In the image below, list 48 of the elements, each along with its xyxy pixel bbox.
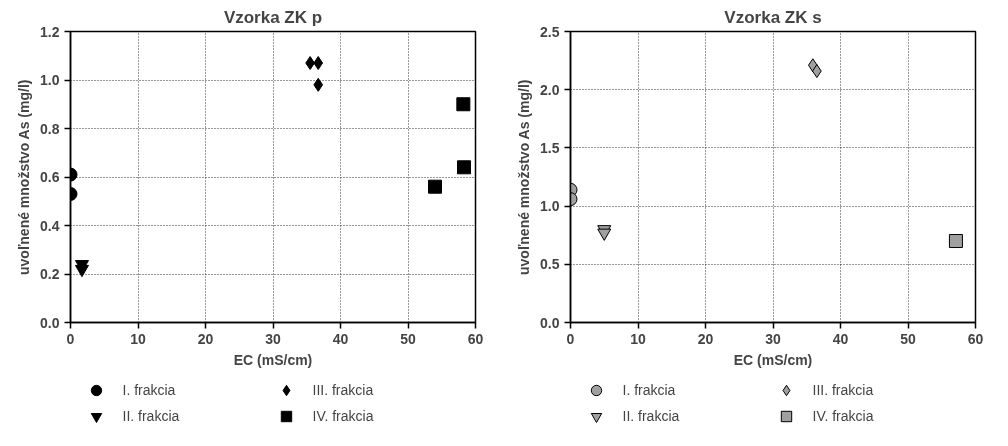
legend-label: I. frakcia <box>122 381 177 400</box>
x-tick-label: 50 <box>400 330 416 347</box>
y-tick-label: 2.0 <box>540 81 560 98</box>
point <box>313 77 324 92</box>
y-tick-label: 0.6 <box>40 169 60 185</box>
x-tick-label: 50 <box>900 330 916 347</box>
x-tick-label: 60 <box>467 330 484 347</box>
y-axis-title: uvoľnené množstvo As (mg/l) <box>516 79 533 275</box>
y-tick-label: 1.2 <box>40 23 60 40</box>
legend-label: II. frakcia <box>622 407 681 426</box>
y-tick-label: 0.8 <box>40 120 60 137</box>
point <box>313 56 324 71</box>
x-tick-label: 20 <box>697 330 714 347</box>
y-tick-label: 1.0 <box>40 72 60 88</box>
x-tick-label: 40 <box>332 330 349 347</box>
legend-label: III. frakcia <box>812 381 875 400</box>
chart-title: Vzorka ZK p <box>223 7 323 27</box>
y-tick-label: 0.0 <box>540 314 560 331</box>
x-axis-title: EC (mS/cm) <box>233 351 313 368</box>
y-tick-label: 0.4 <box>40 217 60 234</box>
x-tick-label: 10 <box>130 330 146 347</box>
y-axis-title: uvoľnené množstvo As (mg/l) <box>16 79 33 275</box>
y-tick-label: 0.0 <box>40 314 60 331</box>
point <box>74 264 89 278</box>
x-tick-label: 30 <box>265 330 281 347</box>
legend-label: III. frakcia <box>312 381 375 400</box>
x-tick-label: 60 <box>967 330 984 347</box>
y-tick-label: 2.5 <box>540 23 560 40</box>
y-tick-label: 0.2 <box>40 266 60 282</box>
x-tick-label: 0 <box>566 330 575 347</box>
legend-label: IV. frakcia <box>812 407 875 426</box>
chart-title: Vzorka ZK s <box>724 7 822 27</box>
point <box>457 160 472 175</box>
legend-label: I. frakcia <box>622 381 677 400</box>
point <box>428 179 442 194</box>
legend-label: II. frakcia <box>122 407 181 426</box>
x-tick-label: 20 <box>197 330 214 347</box>
y-tick-label: 1.0 <box>540 198 560 215</box>
x-tick-label: 30 <box>765 330 781 347</box>
x-tick-label: 40 <box>832 330 849 347</box>
point <box>948 234 963 249</box>
legend-label: IV. frakcia <box>312 407 375 426</box>
x-axis-title: EC (mS/cm) <box>733 351 813 368</box>
y-tick-label: 1.5 <box>540 139 560 156</box>
x-tick-label: 10 <box>630 330 646 347</box>
point <box>456 97 471 112</box>
y-tick-label: 0.5 <box>540 256 560 273</box>
x-tick-label: 0 <box>66 330 75 347</box>
